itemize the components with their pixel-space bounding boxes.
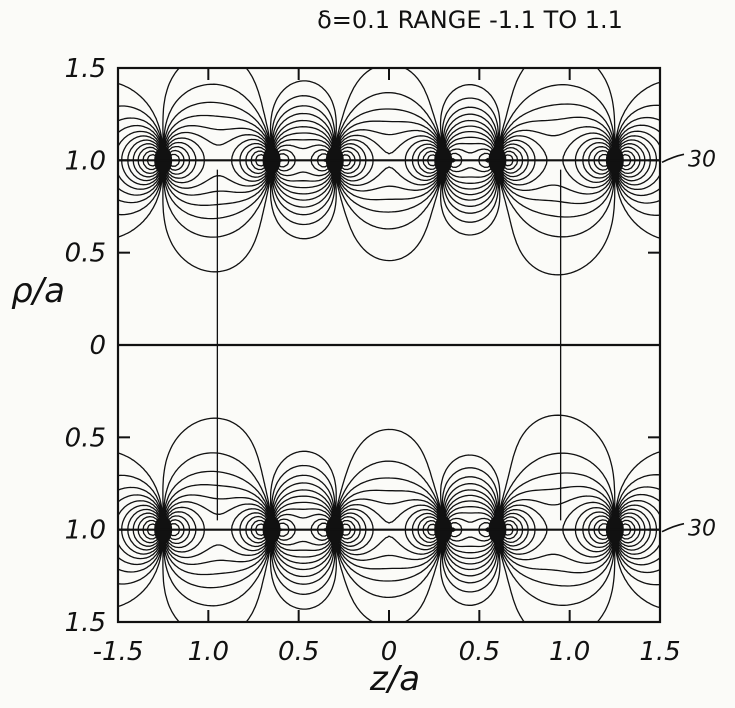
- y-tick-label: 1.0: [65, 516, 106, 546]
- y-tick-label: 1.5: [65, 608, 106, 638]
- y-tick-label: 0.5: [65, 423, 106, 453]
- x-tick-label: 1.5: [639, 637, 680, 667]
- x-tick-label: 0: [381, 637, 398, 667]
- tick-marks: [117, 67, 661, 623]
- figure-title: δ=0.1 RANGE -1.1 TO 1.1: [317, 6, 623, 34]
- y-tick-label: 0: [89, 331, 106, 361]
- annotation-leader: [661, 522, 685, 533]
- y-tick-label: 1.0: [65, 146, 106, 176]
- x-axis-label: z/a: [369, 659, 420, 699]
- x-tick-label: 0.5: [459, 637, 500, 667]
- line-annotations: 30 30: [661, 147, 716, 542]
- annotation-leader: [661, 153, 685, 164]
- y-axis-label: ρ/a: [11, 271, 65, 311]
- x-tick-label: -1.5: [93, 637, 144, 667]
- y-tick-label: 1.5: [65, 54, 106, 84]
- annotation-label: 30: [688, 517, 716, 542]
- annotation-label: 30: [688, 147, 716, 172]
- plot-frame: [116, 66, 662, 624]
- y-tick-label: 0.5: [65, 239, 106, 269]
- x-tick-label: 1.0: [188, 637, 229, 667]
- x-tick-label: 1.0: [549, 637, 590, 667]
- contour-lines: [117, 67, 661, 623]
- plot-area: [116, 66, 662, 624]
- x-tick-labels: -1.5 1.0 0.5 0 0.5 1.0 1.5: [93, 637, 681, 667]
- x-tick-label: 0.5: [278, 637, 319, 667]
- y-tick-labels: 1.5 1.0 0.5 0 0.5 1.0 1.5: [65, 54, 106, 638]
